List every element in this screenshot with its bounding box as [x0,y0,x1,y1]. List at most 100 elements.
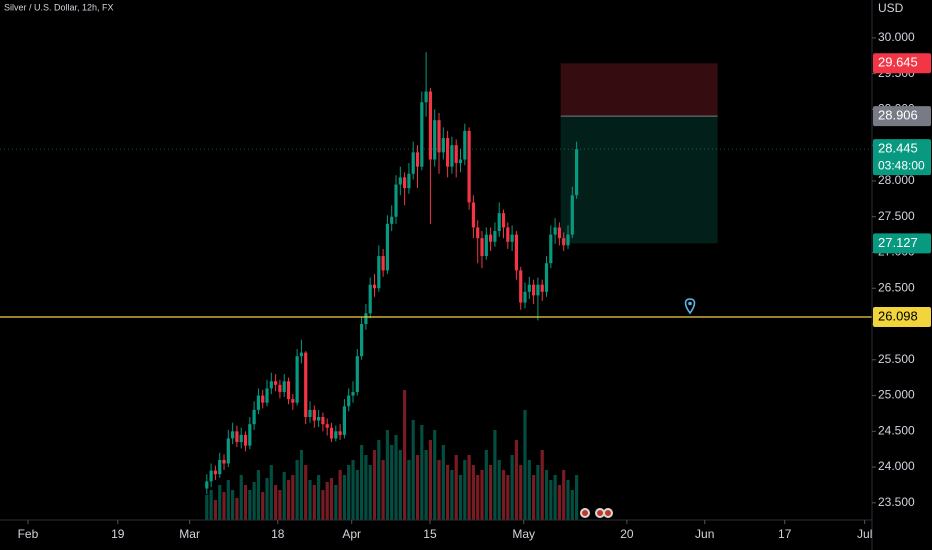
candle-body [514,234,519,271]
candle-body [403,177,407,189]
candle-body [570,195,574,235]
candle-body [377,256,381,289]
volume-bar [209,490,213,520]
last-price-label: 28.445 [878,141,918,156]
volume-bar [329,478,334,520]
countdown: 03:48:00 [878,158,925,172]
volume-bar [355,470,359,520]
entry-label: 28.906 [878,108,918,123]
volume-bar [536,465,540,520]
candle-body [493,231,497,242]
candle-body [321,417,325,425]
line-label: 26.098 [878,308,918,323]
candle-body [510,234,514,242]
volume-bar [510,455,514,520]
volume-bar [231,490,235,520]
volume-bar [403,390,407,520]
x-tick-label: Apr [342,527,361,541]
candle-body [213,470,218,475]
volume-bar [497,460,501,520]
candle-body [390,216,394,224]
candle-body [553,227,557,235]
volume-bar [334,485,338,520]
volume-bar [398,450,402,520]
candle-body [355,356,359,392]
volume-bar [239,475,243,520]
candle-body [252,409,256,425]
volume-bar [372,450,377,520]
volume-bar [299,450,304,520]
target-label-box [873,233,931,254]
volume-bar [390,445,394,520]
volume-bar [274,485,278,520]
volume-bar [291,475,295,520]
candle-body [360,324,364,357]
candle-body [325,424,329,428]
x-tick-label: Jul [857,527,872,541]
volume-bar [256,470,261,520]
volume-bar [385,430,390,520]
volume-bar [501,470,506,520]
volume-bar [484,450,488,520]
y-tick-label: 26.500 [878,280,915,294]
candle-body [299,352,304,357]
volume-bar [450,470,454,520]
volume-bar [360,445,364,520]
candle-body [484,234,488,257]
candle-body [398,177,402,185]
candle-body [463,130,467,160]
x-tick-label: 15 [423,527,437,541]
volume-bar [368,465,372,520]
candle-body [248,424,252,446]
x-tick-label: Jun [695,527,714,541]
volume-bar [476,475,480,520]
candle-body [497,213,501,232]
volume-bar [420,425,424,520]
candle-body [536,284,540,296]
candle-layer [205,52,579,495]
symbol-title[interactable]: Silver / U.S. Dollar, 12h, FX [4,2,114,12]
target-zone [560,116,718,244]
volume-bar [506,475,510,520]
candle-body [261,395,265,403]
candle-body [407,173,411,189]
volume-bar [557,485,562,520]
volume-bar [424,450,428,520]
candle-body [433,120,437,160]
volume-bar [308,480,312,520]
volume-bar [295,460,299,520]
currency-label[interactable]: USD [878,1,904,15]
stop-zone [560,63,718,117]
volume-bar [338,470,342,520]
candle-body [226,438,230,464]
y-tick-label: 25.000 [878,388,915,402]
volume-bar [282,472,286,520]
volume-bar [428,440,433,520]
volume-bar [519,465,523,520]
alert-icon[interactable] [684,298,696,315]
candle-body [342,406,347,435]
event-icons[interactable] [580,508,613,518]
candle-body [549,234,553,264]
x-tick-label: Mar [179,527,200,541]
candle-body [291,399,295,403]
candle-body [269,381,273,389]
volume-bar [411,420,415,520]
candle-body [428,91,433,160]
line-label-box [873,307,931,328]
candle-body [235,431,239,443]
volume-bar [523,410,527,520]
volume-bar [248,490,252,520]
x-tick-label: 20 [620,527,634,541]
volume-bar [342,475,347,520]
candle-body [222,459,226,464]
volume-bar [205,495,209,520]
candle-body [282,381,286,392]
y-tick-label: 25.500 [878,352,915,366]
candle-body [205,481,209,489]
candle-body [454,145,458,164]
volume-bar [252,482,256,520]
candle-body [532,284,536,296]
candle-body [566,234,570,246]
